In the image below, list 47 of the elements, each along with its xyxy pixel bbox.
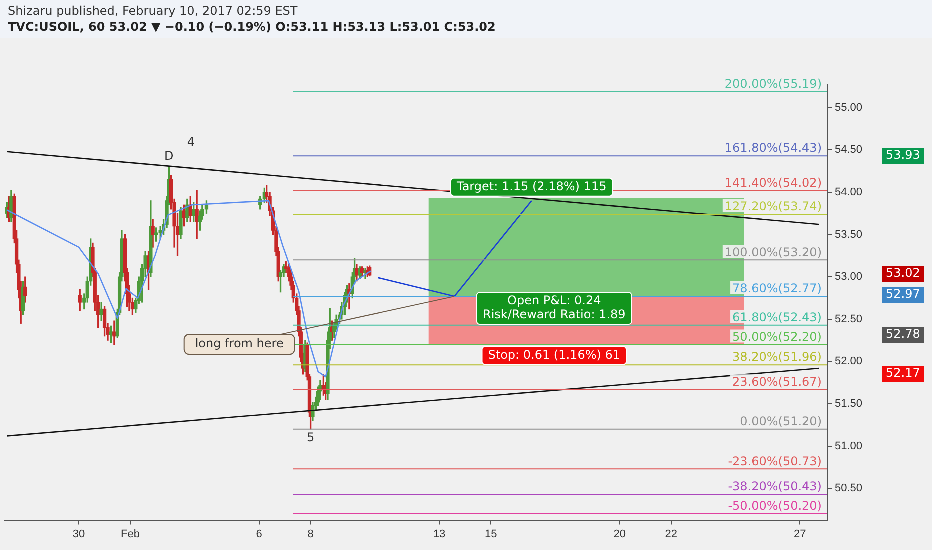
ref-line-label: -23.60%(50.73) <box>728 454 822 468</box>
text: 53.02 <box>886 266 920 280</box>
x-tick-label: 27 <box>794 528 806 540</box>
chart-title: TVC:USOIL, 60 53.02 ▼ −0.10 (−0.19%) O:53.11 H:53.13 L:53.01 C:53.02 <box>8 20 497 34</box>
y-tick-label: 51.50 <box>835 398 863 410</box>
y-tick-label: 54.00 <box>835 186 863 198</box>
y-tick-label: 52.00 <box>835 356 863 368</box>
x-tick-label: 6 <box>256 528 262 540</box>
y-tick-label: 55.00 <box>835 102 863 114</box>
ref-line-label: 78.60%(52.77) <box>732 282 822 296</box>
y-tick-label: 50.50 <box>835 482 863 495</box>
x-tick-label: 30 <box>72 528 86 540</box>
y-tick-label: 53.50 <box>835 228 863 241</box>
ref-line-label: 100.00%(53.20) <box>724 245 822 260</box>
ref-line-label: 61.80%(52.43) <box>732 310 822 324</box>
annotation: 5 <box>306 430 315 445</box>
x-tick-label: 22 <box>665 528 678 540</box>
y-tick-label: 54.50 <box>835 144 863 156</box>
x-tick-label: Feb <box>121 528 140 540</box>
ref-line-label: 200.00%(55.19) <box>724 76 822 91</box>
text: 52.78 <box>886 327 920 342</box>
ref-line-label: 0.00%(51.20) <box>740 414 822 429</box>
x-tick-label: 20 <box>614 528 626 540</box>
annotation: D <box>164 149 174 164</box>
ref-line-label: 161.80%(54.43) <box>724 141 822 156</box>
ref-line-label: 127.20%(53.74) <box>724 200 822 214</box>
y-tick-label: 51.00 <box>835 440 863 452</box>
annotation: Target: 1.15 (2.18%) 115 <box>456 180 607 194</box>
annotation: long from here <box>195 336 284 351</box>
ref-line-label: 38.20%(51.96) <box>732 350 822 364</box>
y-tick-label: 53.00 <box>835 271 863 284</box>
ref-line-label: -38.20%(50.43) <box>728 480 822 494</box>
ref-line-label: 23.60%(51.67) <box>732 374 822 389</box>
text: 53.93 <box>886 148 920 162</box>
ref-line-label: 141.40%(54.02) <box>724 176 822 190</box>
y-tick-label: 52.50 <box>835 313 863 326</box>
x-tick-label: 8 <box>308 528 314 540</box>
annotation: Open P&L: 0.24 Risk/Reward Ratio: 1.89 <box>482 294 626 322</box>
annotation: Stop: 0.61 (1.16%) 61 <box>488 348 621 362</box>
x-tick-label: 13 <box>433 528 446 540</box>
text: 52.97 <box>886 287 920 302</box>
chart-subtitle: Shizaru published, February 10, 2017 02:59 EST <box>8 4 299 18</box>
text: 52.17 <box>886 366 920 380</box>
annotation: 4 <box>187 135 195 150</box>
ref-line-label: 50.00%(52.20) <box>732 330 822 344</box>
x-tick-label: 15 <box>484 528 498 540</box>
ref-line-label: -50.00%(50.20) <box>728 499 822 514</box>
